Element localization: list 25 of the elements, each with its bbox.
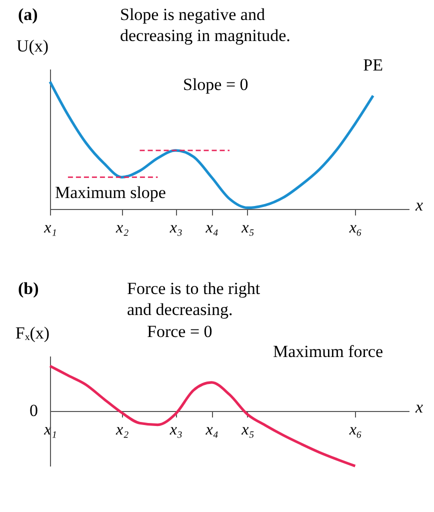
x-tick-label: x₁ bbox=[43, 220, 57, 236]
x-axis-title: x bbox=[414, 398, 424, 417]
text: Maximum force bbox=[273, 342, 383, 361]
text: Force is to the right and decreasing. bbox=[127, 279, 260, 319]
x-tick-label: x₅ bbox=[240, 220, 254, 236]
text: Slope is negative and decreasing in magnitude. bbox=[120, 5, 290, 45]
x-tick-label: x₂ bbox=[114, 422, 130, 439]
x-tick-label: x₂ bbox=[114, 220, 130, 236]
x-tick-label: x₆ bbox=[348, 422, 362, 439]
annotation: Maximum slope bbox=[55, 183, 166, 202]
x-tick-label: x₄ bbox=[204, 422, 218, 439]
text: 0 bbox=[30, 401, 38, 420]
x-tick-label: x₃ bbox=[168, 422, 182, 439]
x-tick-label: x₅ bbox=[240, 422, 254, 439]
y-axis-title: Fₓ(x) bbox=[15, 324, 50, 342]
x-axis-title: x bbox=[414, 196, 424, 214]
chart-title: (a) bbox=[18, 5, 38, 24]
x-tick-label: x₃ bbox=[168, 220, 182, 236]
x-tick-label: x₆ bbox=[348, 220, 362, 236]
y-axis-title: U(x) bbox=[16, 36, 49, 56]
text: Force = 0 bbox=[147, 322, 212, 341]
annotation: Slope = 0 bbox=[183, 75, 248, 94]
chart-title: (b) bbox=[18, 279, 39, 298]
x-tick-label: x₄ bbox=[204, 220, 218, 236]
series-label: PE bbox=[363, 56, 384, 75]
